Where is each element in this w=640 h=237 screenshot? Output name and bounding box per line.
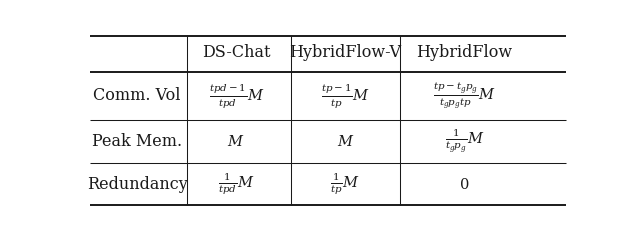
Text: $M$: $M$ [227, 134, 245, 149]
Text: Peak Mem.: Peak Mem. [92, 133, 182, 150]
Text: Comm. Vol: Comm. Vol [93, 87, 180, 105]
Text: $\frac{1}{tp}M$: $\frac{1}{tp}M$ [330, 172, 360, 197]
Text: $\frac{tp-1}{tp}M$: $\frac{tp-1}{tp}M$ [321, 82, 370, 110]
Text: HybridFlow: HybridFlow [417, 44, 513, 61]
Text: $\frac{tp-t_gp_g}{t_gp_gtp}M$: $\frac{tp-t_gp_g}{t_gp_gtp}M$ [433, 80, 496, 112]
Text: Redundancy: Redundancy [86, 176, 188, 193]
Text: HybridFlow-V: HybridFlow-V [289, 44, 401, 61]
Text: $M$: $M$ [337, 134, 354, 149]
Text: $\frac{1}{t_gp_g}M$: $\frac{1}{t_gp_g}M$ [445, 128, 484, 156]
Text: $\frac{1}{tpd}M$: $\frac{1}{tpd}M$ [218, 172, 255, 197]
Text: DS-Chat: DS-Chat [202, 44, 271, 61]
Text: $0$: $0$ [460, 177, 470, 192]
Text: $\frac{tpd-1}{tpd}M$: $\frac{tpd-1}{tpd}M$ [209, 82, 264, 110]
